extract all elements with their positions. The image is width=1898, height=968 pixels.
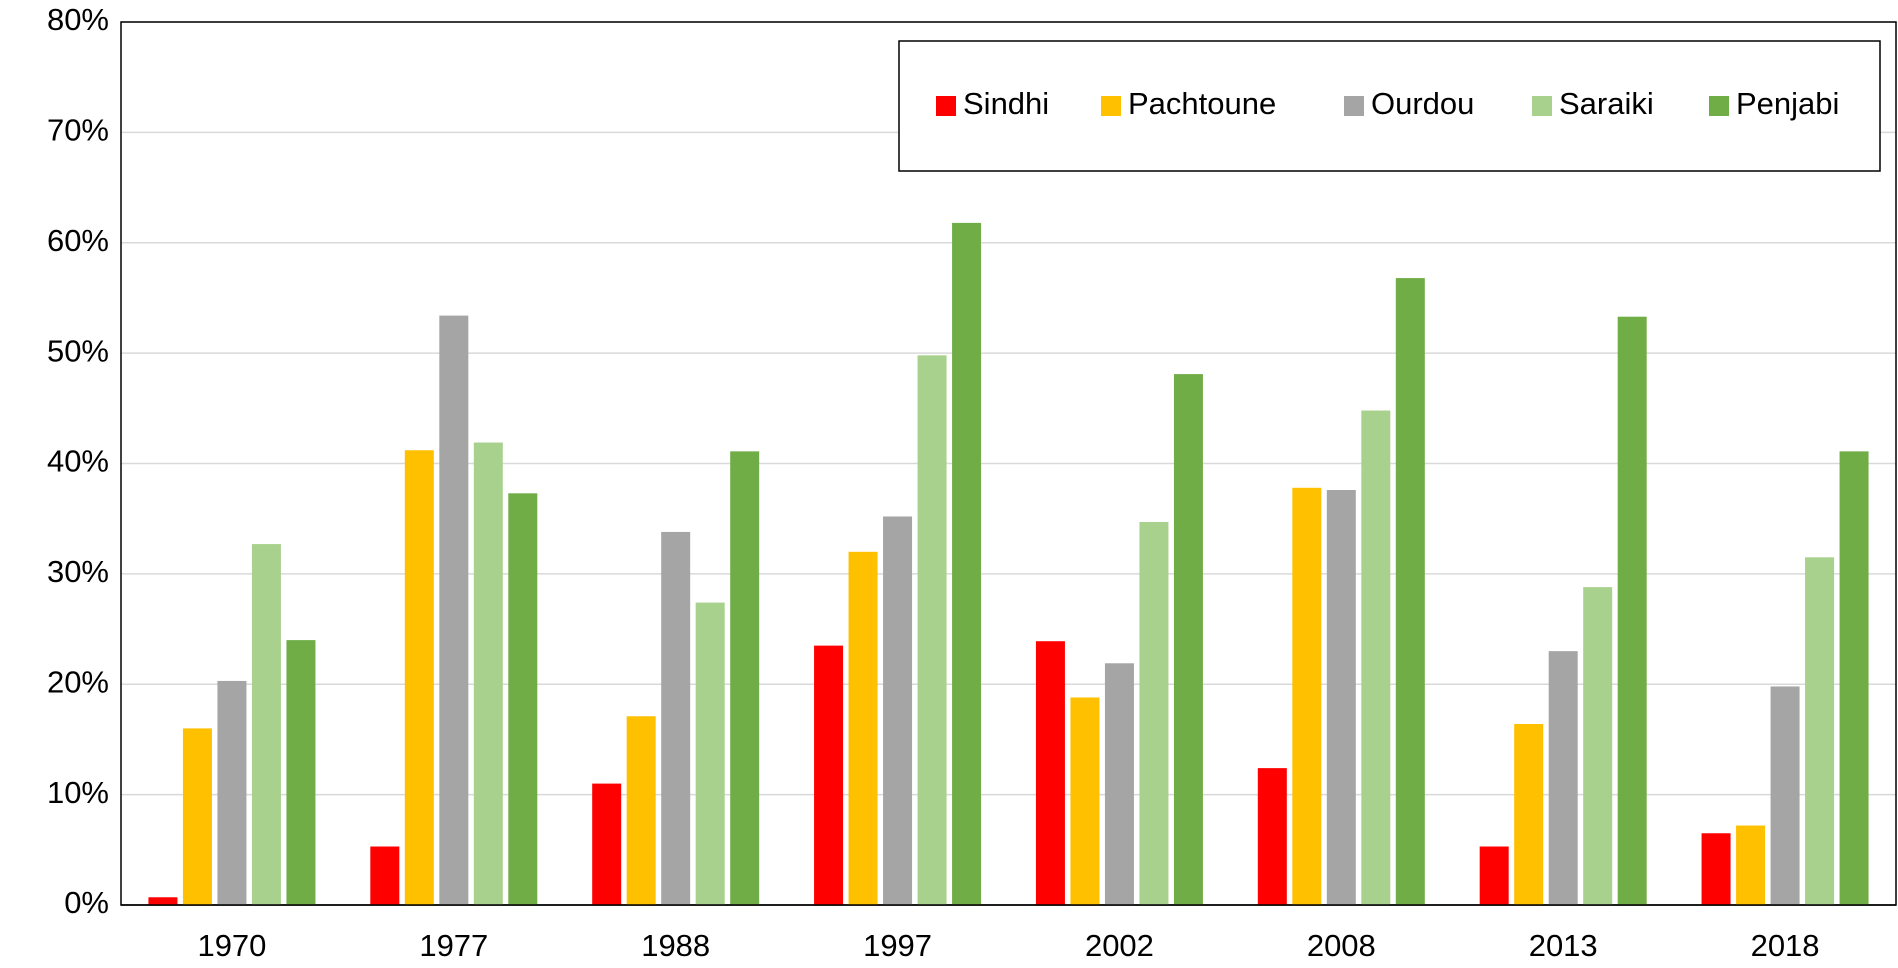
bar: [952, 222, 982, 905]
y-tick-label: 50%: [47, 333, 109, 368]
y-tick-label: 30%: [47, 554, 109, 589]
bar: [661, 531, 691, 905]
bar: [848, 551, 878, 905]
bar: [883, 516, 913, 905]
legend-swatch: [1532, 96, 1552, 116]
legend-swatch: [936, 96, 956, 116]
x-tick-label: 2008: [1307, 928, 1376, 963]
x-tick-label: 2002: [1085, 928, 1154, 963]
y-tick-label: 40%: [47, 444, 109, 479]
y-tick-label: 0%: [64, 885, 109, 920]
bar: [1770, 686, 1800, 905]
legend-label: Saraiki: [1559, 86, 1654, 121]
y-tick-label: 20%: [47, 664, 109, 699]
y-tick-label: 80%: [47, 2, 109, 37]
legend-label: Penjabi: [1736, 86, 1839, 121]
bar: [814, 645, 844, 905]
bar: [1395, 278, 1425, 905]
legend-swatch: [1101, 96, 1121, 116]
bar: [286, 640, 316, 905]
bar: [917, 355, 947, 905]
bar: [1701, 833, 1731, 905]
bar: [730, 451, 760, 905]
bar: [251, 544, 281, 905]
bar: [626, 716, 656, 905]
x-tick-label: 1970: [197, 928, 266, 963]
bar: [1479, 846, 1509, 905]
bar: [439, 315, 469, 905]
x-tick-label: 1997: [863, 928, 932, 963]
bar: [1736, 825, 1766, 905]
bar: [473, 442, 503, 905]
bar: [1548, 651, 1578, 905]
y-tick-label: 70%: [47, 113, 109, 148]
bar: [1361, 410, 1391, 905]
legend-swatch: [1344, 96, 1364, 116]
bar: [1104, 663, 1134, 905]
y-tick-label: 60%: [47, 223, 109, 258]
legend-label: Pachtoune: [1128, 86, 1276, 121]
bar: [1514, 723, 1544, 905]
bar: [1805, 557, 1835, 905]
x-tick-label: 2018: [1751, 928, 1820, 963]
y-tick-label: 10%: [47, 775, 109, 810]
bar: [695, 602, 725, 905]
bar: [370, 846, 400, 905]
bar: [1292, 487, 1322, 905]
bar: [508, 493, 538, 905]
bar: [1583, 587, 1613, 905]
bar: [182, 728, 212, 905]
bar: [1139, 521, 1169, 905]
bar: [1326, 489, 1356, 905]
bar: [592, 783, 622, 905]
x-tick-label: 1988: [641, 928, 710, 963]
bar: [1035, 641, 1065, 905]
legend-label: Ourdou: [1371, 86, 1474, 121]
bar: [1070, 697, 1100, 905]
legend-label: Sindhi: [963, 86, 1049, 121]
bar: [1173, 374, 1203, 905]
bar: [1257, 768, 1287, 905]
bar: [1617, 316, 1647, 905]
x-tick-label: 2013: [1529, 928, 1598, 963]
x-tick-label: 1977: [419, 928, 488, 963]
bar: [404, 450, 434, 905]
bar: [217, 680, 247, 905]
legend-swatch: [1709, 96, 1729, 116]
bar: [148, 897, 178, 905]
bar: [1839, 451, 1869, 905]
